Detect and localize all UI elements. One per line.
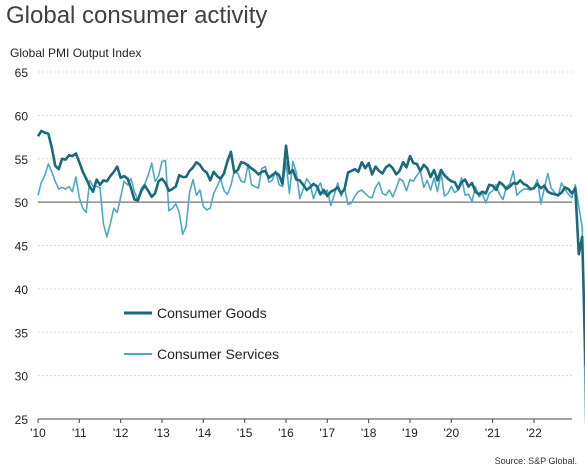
x-tick-label: '15: [237, 426, 253, 440]
series-lines: [36, 129, 585, 424]
chart-title: Global consumer activity: [6, 2, 268, 29]
y-tick-label: 35: [15, 326, 29, 340]
x-tick-label: '20: [443, 426, 459, 440]
series-line-consumer-goods: [36, 129, 585, 367]
legend-label-consumer-services: Consumer Services: [157, 346, 279, 362]
y-tick-label: 55: [15, 153, 29, 167]
x-tick-label: '21: [485, 426, 501, 440]
x-tick-label: '19: [402, 426, 418, 440]
y-tick-label: 60: [15, 109, 29, 123]
y-tick-label: 65: [15, 66, 29, 80]
legend: Consumer Goods Consumer Services: [124, 305, 279, 362]
x-tick-label: '14: [196, 426, 212, 440]
x-tick-label: '11: [72, 426, 87, 440]
y-tick-label: 40: [15, 283, 29, 297]
y-axis-label: Global PMI Output Index: [10, 46, 142, 60]
y-tick-label: 25: [15, 413, 29, 427]
y-tick-label: 50: [15, 196, 29, 210]
x-tick-label: '10: [30, 426, 46, 440]
series-line-consumer-services: [37, 159, 585, 424]
legend-label-consumer-goods: Consumer Goods: [157, 305, 267, 321]
y-tick-label: 30: [15, 370, 29, 384]
source-note: Source: S&P Global.: [494, 456, 577, 466]
gridlines: [38, 71, 572, 420]
y-tick-labels: 25 30 35 40 45 50 55 60 65: [15, 66, 29, 427]
x-tick-label: '17: [319, 426, 335, 440]
x-tick-label: '13: [154, 426, 170, 440]
x-tick-labels: '10 '11 '12 '13 '14 '15 '16 '17 '18 '19 '20 '21 '22: [30, 419, 542, 440]
y-tick-label: 45: [15, 240, 29, 254]
x-tick-label: '18: [361, 426, 377, 440]
x-tick-label: '12: [113, 426, 129, 440]
x-tick-label: '22: [526, 426, 542, 440]
x-tick-label: '16: [278, 426, 294, 440]
